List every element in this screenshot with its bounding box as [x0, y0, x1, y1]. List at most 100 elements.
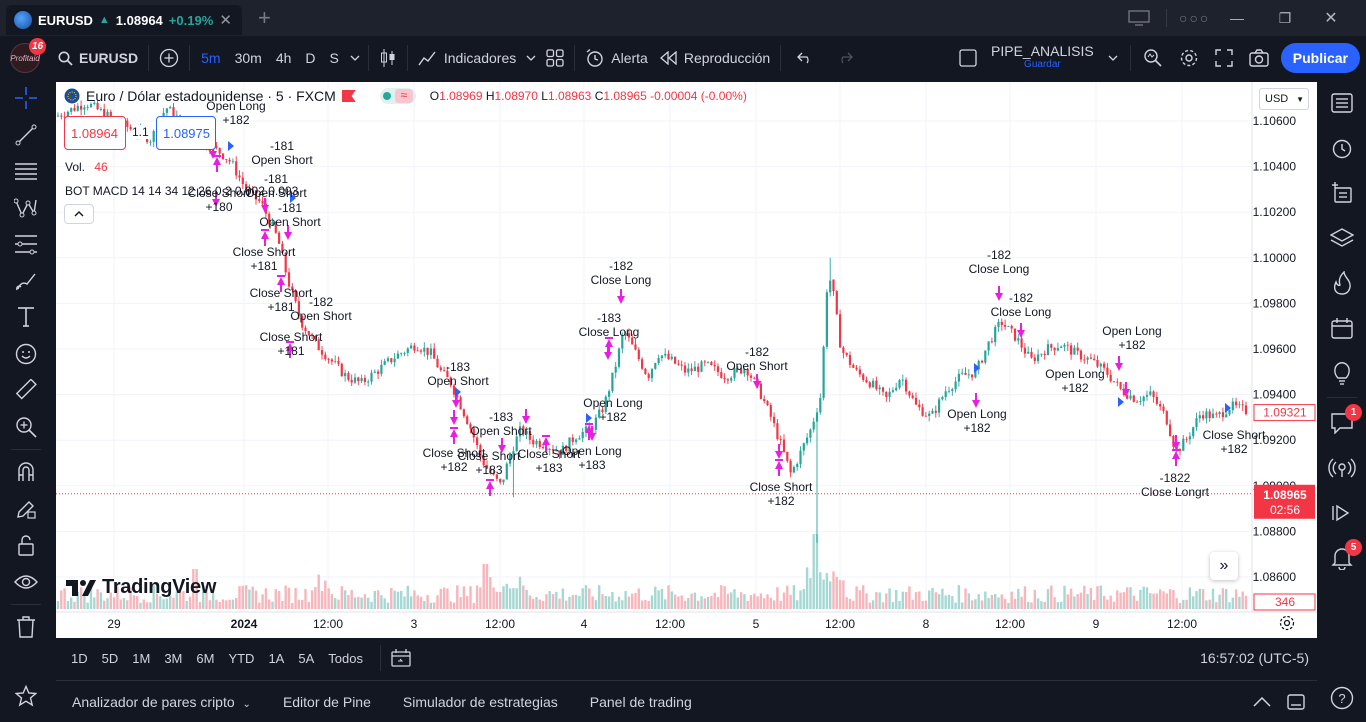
- notifications-bell-icon[interactable]: 5: [1318, 535, 1366, 580]
- collapse-legend-button[interactable]: [64, 204, 94, 224]
- range-3m[interactable]: 3M: [164, 650, 183, 666]
- horizontal-lines-icon[interactable]: [0, 153, 52, 190]
- ruler-icon[interactable]: [0, 372, 52, 409]
- fullscreen-icon[interactable]: [1207, 36, 1241, 80]
- chart-pane[interactable]: -181 Open Short Close Short +180 -181 Open Sh…: [56, 82, 1317, 638]
- lock-icon[interactable]: [0, 527, 52, 564]
- indicators-button[interactable]: Indicadores: [412, 36, 522, 80]
- more-dots-icon[interactable]: ○○○: [1179, 10, 1211, 26]
- layers-icon[interactable]: [1318, 215, 1366, 260]
- redo-icon[interactable]: [825, 36, 865, 80]
- calendar-icon[interactable]: [1318, 305, 1366, 350]
- goto-date-icon[interactable]: [391, 649, 411, 667]
- star-icon[interactable]: [0, 678, 52, 715]
- scroll-to-latest-button[interactable]: »: [1210, 552, 1238, 580]
- ideas-lightbulb-icon[interactable]: [1318, 350, 1366, 395]
- zoom-in-icon[interactable]: [0, 409, 52, 446]
- range-5d[interactable]: 5D: [101, 650, 119, 666]
- play-icon[interactable]: [1318, 490, 1366, 535]
- interval-d[interactable]: D: [305, 50, 316, 66]
- strategy-label[interactable]: BOT MACD 14 14 34 12 26 0.2 0.002 0.003: [65, 184, 299, 198]
- avatar[interactable]: Profitaid 16: [10, 38, 47, 73]
- pattern-icon[interactable]: [0, 190, 52, 227]
- brush-icon[interactable]: [0, 263, 52, 300]
- range-all[interactable]: Todos: [328, 650, 363, 666]
- range-1d[interactable]: 1D: [71, 650, 88, 666]
- volume-indicator-label[interactable]: Vol. 46: [65, 160, 108, 174]
- draw-lock-icon[interactable]: [0, 491, 52, 528]
- hotlist-flame-icon[interactable]: [1318, 260, 1366, 305]
- publish-button[interactable]: Publicar: [1280, 43, 1360, 73]
- eye-icon[interactable]: [0, 564, 52, 601]
- volume-bar: [997, 597, 1000, 609]
- range-1m[interactable]: 1M: [132, 650, 151, 666]
- symbol-title[interactable]: Euro / Dólar estadounidense · 5 · FXCM: [86, 88, 336, 104]
- crosshair-icon[interactable]: [0, 80, 52, 117]
- chevron-down-icon[interactable]: [1100, 55, 1126, 61]
- symbol-search[interactable]: EURUSD: [52, 36, 144, 80]
- text-tool-icon[interactable]: [0, 299, 52, 336]
- magnet-icon[interactable]: [0, 454, 52, 491]
- candle-body: [251, 189, 254, 191]
- tab-crypto-pairs-screener[interactable]: Analizador de pares cripto ⌄: [72, 693, 251, 710]
- alerts-clock-icon[interactable]: [1318, 125, 1366, 170]
- layouts-grid-icon[interactable]: [540, 36, 570, 80]
- new-tab-icon[interactable]: +: [258, 5, 271, 30]
- display-icon[interactable]: [1124, 10, 1154, 26]
- maximize-panel-icon[interactable]: [1287, 693, 1305, 710]
- candle-body: [482, 457, 485, 466]
- chevron-down-icon[interactable]: [522, 55, 540, 61]
- candle-type-icon[interactable]: [373, 36, 403, 80]
- interval-4h[interactable]: 4h: [275, 50, 292, 66]
- layout-name: PIPE_ANALISIS: [991, 43, 1094, 59]
- chat-icon[interactable]: 1: [1318, 400, 1366, 445]
- candle-body: [1198, 415, 1201, 419]
- candle-body: [109, 111, 112, 117]
- candle-body: [839, 314, 842, 348]
- range-ytd[interactable]: YTD: [228, 650, 255, 666]
- trend-line-icon[interactable]: [0, 117, 52, 154]
- gear-icon[interactable]: [1171, 36, 1207, 80]
- buy-price-button[interactable]: 1.08975: [156, 116, 216, 150]
- close-tab-icon[interactable]: ✕: [219, 12, 232, 29]
- quick-search-icon[interactable]: [1135, 36, 1171, 80]
- maximize-icon[interactable]: ❐: [1278, 9, 1292, 26]
- minimize-icon[interactable]: —: [1230, 10, 1244, 26]
- range-6m[interactable]: 6M: [196, 650, 215, 666]
- camera-icon[interactable]: [1241, 36, 1277, 80]
- market-status-icon[interactable]: ≈: [379, 88, 416, 104]
- compare-symbol-icon[interactable]: [153, 36, 185, 80]
- prediction-icon[interactable]: [0, 226, 52, 263]
- interval-s[interactable]: S: [329, 50, 339, 66]
- range-1a[interactable]: 1A: [268, 650, 285, 666]
- tab-pine-editor[interactable]: Editor de Pine: [282, 693, 371, 710]
- undo-icon[interactable]: [785, 36, 825, 80]
- layout-name-button[interactable]: PIPE_ANALISIS Guardar: [985, 43, 1100, 71]
- help-icon[interactable]: ?: [1318, 675, 1366, 720]
- chevron-up-icon[interactable]: [1253, 696, 1271, 707]
- tab-strategy-tester[interactable]: Simulador de estrategias: [402, 693, 558, 710]
- close-window-icon[interactable]: ✕: [1324, 10, 1338, 27]
- emoji-icon[interactable]: [0, 336, 52, 373]
- replay-button[interactable]: Reproducción: [654, 36, 776, 80]
- trash-icon[interactable]: [0, 609, 52, 646]
- streams-icon[interactable]: [1318, 445, 1366, 490]
- tab-trading-panel[interactable]: Panel de trading: [589, 693, 692, 710]
- range-5a[interactable]: 5A: [298, 650, 315, 666]
- candle-body: [832, 279, 835, 292]
- interval-5m[interactable]: 5m: [201, 50, 221, 66]
- interval-30m[interactable]: 30m: [234, 50, 262, 66]
- tradingview-logo[interactable]: TradingView: [66, 576, 216, 599]
- alert-button[interactable]: Alerta: [579, 36, 654, 80]
- browser-tab[interactable]: EURUSD ▲ 1.08964 +0.19% ✕: [6, 5, 242, 35]
- clock[interactable]: 16:57:02 (UTC-5): [1200, 650, 1309, 666]
- flag-icon[interactable]: [341, 90, 356, 102]
- currency-select[interactable]: USD ▼: [1259, 88, 1309, 110]
- watchlist-icon[interactable]: [1318, 80, 1366, 125]
- sell-price-button[interactable]: 1.08964: [64, 116, 126, 150]
- chart-settings-icon[interactable]: [1278, 614, 1296, 632]
- object-tree-icon[interactable]: [1318, 170, 1366, 215]
- checkbox-icon[interactable]: [951, 49, 985, 67]
- chevron-down-icon[interactable]: [346, 55, 364, 61]
